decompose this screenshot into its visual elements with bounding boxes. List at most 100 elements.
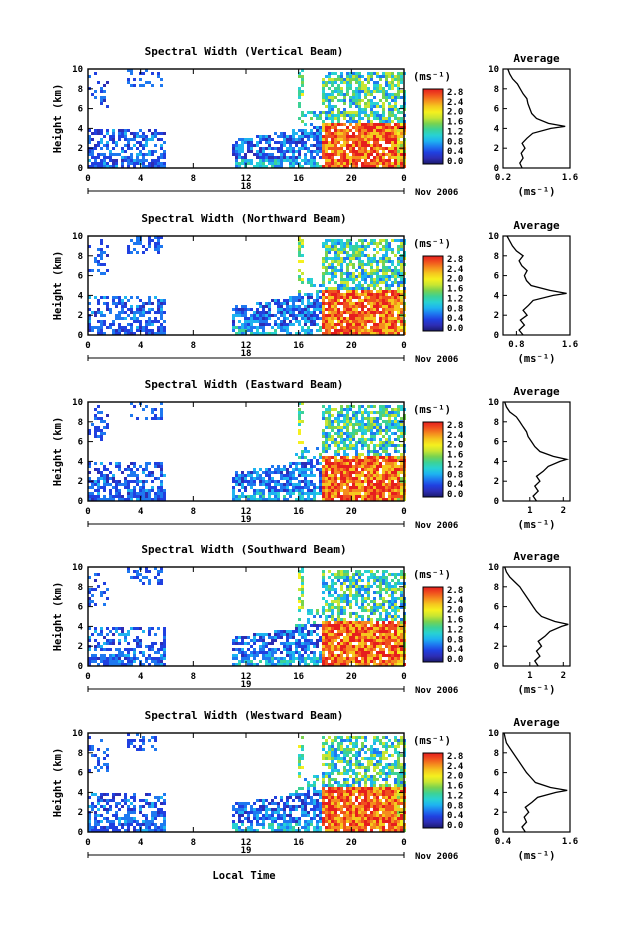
heatmap-cell — [319, 492, 322, 495]
heatmap-cell — [385, 153, 388, 156]
heatmap-cell — [244, 311, 247, 314]
heatmap-cell — [352, 594, 355, 597]
heatmap-cell — [349, 260, 352, 263]
heatmap-cell — [154, 657, 157, 660]
heatmap-cell — [322, 639, 325, 642]
heatmap-cell — [361, 245, 364, 248]
heatmap-cell — [160, 654, 163, 657]
heatmap-cell — [379, 278, 382, 281]
heatmap-cell — [382, 621, 385, 624]
heatmap-cell — [253, 651, 256, 654]
heatmap-cell — [163, 633, 166, 636]
heatmap-cell — [334, 287, 337, 290]
heatmap-cell — [352, 579, 355, 582]
heatmap-cell — [136, 308, 139, 311]
heatmap-cell — [247, 308, 250, 311]
heatmap-cell — [142, 153, 145, 156]
heatmap-cell — [364, 129, 367, 132]
colorbar-tick-label: 1.2 — [447, 460, 463, 470]
heatmap-cell — [163, 320, 166, 323]
heatmap-cell — [139, 627, 142, 630]
heatmap-cell — [370, 636, 373, 639]
heatmap-cell — [106, 129, 109, 132]
heatmap-cell — [346, 329, 349, 332]
heatmap-cell — [256, 471, 259, 474]
heatmap-cell — [337, 435, 340, 438]
heatmap-cell — [364, 248, 367, 251]
heatmap-cell — [334, 483, 337, 486]
heatmap-cell — [115, 296, 118, 299]
heatmap-cell — [367, 594, 370, 597]
heatmap-cell — [385, 129, 388, 132]
heatmap-cell — [382, 117, 385, 120]
average-x-label: (ms⁻¹) — [518, 186, 556, 198]
heatmap-cell — [160, 483, 163, 486]
heatmap-cell — [112, 627, 115, 630]
heatmap-cell — [367, 308, 370, 311]
heatmap-cell — [373, 278, 376, 281]
heatmap-cell — [376, 489, 379, 492]
x-tick-label: 4 — [138, 341, 144, 351]
heatmap-cell — [316, 162, 319, 165]
heatmap-cell — [400, 111, 403, 114]
heatmap-cell — [349, 323, 352, 326]
heatmap-cell — [361, 150, 364, 153]
heatmap-cell — [382, 93, 385, 96]
heatmap-cell — [337, 162, 340, 165]
heatmap-cell — [361, 420, 364, 423]
heatmap-cell — [346, 135, 349, 138]
heatmap-cell — [316, 147, 319, 150]
heatmap-cell — [355, 624, 358, 627]
heatmap-cell — [280, 132, 283, 135]
heatmap-cell — [379, 326, 382, 329]
heatmap-cell — [325, 296, 328, 299]
heatmap-cell — [280, 153, 283, 156]
heatmap-cell — [361, 254, 364, 257]
heatmap-cell — [379, 405, 382, 408]
heatmap-cell — [340, 600, 343, 603]
heatmap-cell — [385, 459, 388, 462]
heatmap-cell — [124, 144, 127, 147]
heatmap-cell — [349, 147, 352, 150]
heatmap-cell — [115, 162, 118, 165]
heatmap-cell — [397, 468, 400, 471]
heatmap-cell — [127, 245, 130, 248]
heatmap-cell — [106, 144, 109, 147]
heatmap-cell — [88, 465, 91, 468]
heatmap-cell — [304, 123, 307, 126]
heatmap-cell — [145, 468, 148, 471]
heatmap-cell — [94, 483, 97, 486]
heatmap-cell — [328, 296, 331, 299]
heatmap-cell — [397, 129, 400, 132]
heatmap-cell — [346, 126, 349, 129]
heatmap-cell — [337, 135, 340, 138]
x-axis-label: Local Time — [212, 870, 275, 882]
heatmap-cell — [352, 489, 355, 492]
heatmap-cell — [346, 654, 349, 657]
heatmap-cell — [331, 308, 334, 311]
heatmap-cell — [346, 498, 349, 501]
heatmap-cell — [136, 153, 139, 156]
heatmap-cell — [394, 468, 397, 471]
heatmap-cell — [271, 477, 274, 480]
heatmap-cell — [397, 311, 400, 314]
heatmap-cell — [364, 486, 367, 489]
heatmap-cell — [271, 332, 274, 335]
heatmap-cell — [286, 492, 289, 495]
heatmap-cell — [391, 408, 394, 411]
colorbar-tick-label: 2.0 — [447, 108, 463, 118]
heatmap-cell — [349, 278, 352, 281]
heatmap-cell — [253, 311, 256, 314]
heatmap-cell — [115, 144, 118, 147]
heatmap-cell — [382, 450, 385, 453]
heatmap-cell — [382, 281, 385, 284]
heatmap-cell — [310, 317, 313, 320]
heatmap-cell — [154, 633, 157, 636]
heatmap-cell — [325, 332, 328, 335]
average-x-tick-label: 0.8 — [508, 340, 524, 350]
heatmap-cell — [337, 441, 340, 444]
heatmap-cell — [301, 588, 304, 591]
heatmap-cell — [298, 618, 301, 621]
heatmap-cell — [277, 302, 280, 305]
heatmap-cell — [382, 317, 385, 320]
